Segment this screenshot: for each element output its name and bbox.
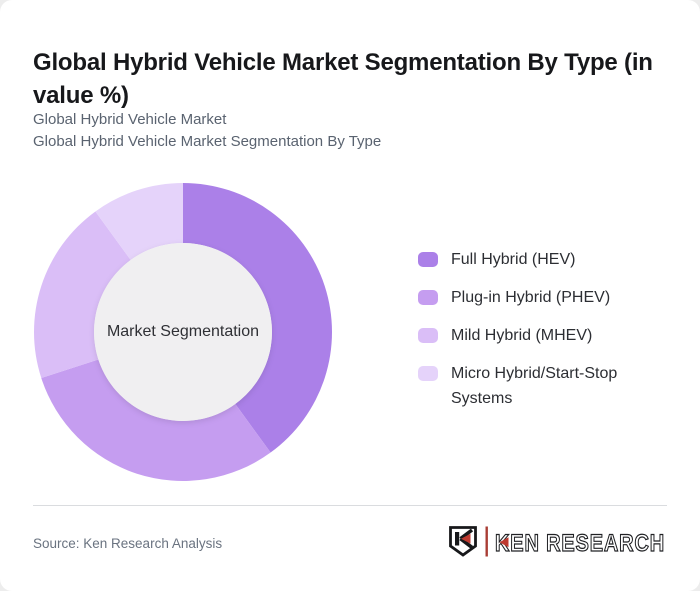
legend-swatch <box>418 366 438 381</box>
logo-separator <box>485 526 488 557</box>
source-text: Source: Ken Research Analysis <box>33 536 223 551</box>
donut-slice-2 <box>33 211 131 379</box>
red-triangle-icon <box>499 537 509 548</box>
chart-legend: Full Hybrid (HEV) Plug-in Hybrid (PHEV) … <box>418 247 658 424</box>
legend-label: Micro Hybrid/Start-Stop Systems <box>451 365 618 407</box>
ken-research-logo: KEN RESEARCH <box>449 526 665 558</box>
legend-label: Plug-in Hybrid (PHEV) <box>451 289 611 306</box>
donut-slice-1 <box>41 359 271 481</box>
donut-slice-0 <box>183 183 332 453</box>
donut-slice-3 <box>95 183 183 260</box>
donut-chart: Market Segmentation <box>33 182 333 482</box>
legend-swatch <box>418 290 438 305</box>
subtitle-line: Global Hybrid Vehicle Market Segmentatio… <box>33 133 382 150</box>
chart-title: Global Hybrid Vehicle Market Segmentatio… <box>33 49 653 110</box>
legend-swatch <box>418 252 438 267</box>
legend-item: Mild Hybrid (MHEV) <box>418 323 658 348</box>
donut-svg <box>33 183 332 481</box>
chart-subtitles: Global Hybrid Vehicle Market Global Hybr… <box>33 109 381 153</box>
legend-swatch <box>418 328 438 343</box>
legend-item: Plug-in Hybrid (PHEV) <box>418 285 658 310</box>
legend-item: Micro Hybrid/Start-Stop Systems <box>418 361 658 411</box>
legend-item: Full Hybrid (HEV) <box>418 247 658 272</box>
brand-wordmark: KEN RESEARCH <box>495 530 665 557</box>
shield-k-icon <box>449 526 477 557</box>
subtitle-line: Global Hybrid Vehicle Market <box>33 111 227 128</box>
footer-divider <box>33 505 667 506</box>
donut-center-circle <box>94 243 272 421</box>
red-triangle-icon <box>461 533 471 544</box>
legend-label: Mild Hybrid (MHEV) <box>451 327 593 344</box>
legend-label: Full Hybrid (HEV) <box>451 251 576 268</box>
